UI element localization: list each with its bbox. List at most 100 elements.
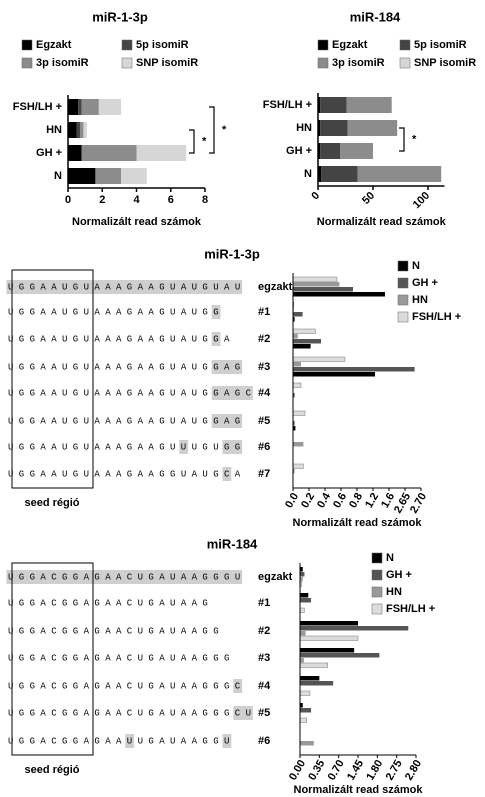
bar-segment — [318, 97, 321, 113]
legend-swatch — [21, 57, 33, 69]
category-label: N — [304, 168, 312, 180]
bar-segment — [68, 99, 79, 115]
row-label: #7 — [258, 468, 270, 480]
row-label: #5 — [258, 707, 270, 719]
bar-segment — [318, 166, 322, 182]
bar-segment — [318, 120, 321, 136]
sequence-highlight — [222, 440, 243, 454]
x-tick-label: 8 — [202, 194, 208, 206]
sequence-highlight — [233, 679, 243, 693]
bar-segment — [320, 143, 340, 159]
sequence-segment: UGGACGGAGAACUGAUAAGGG — [8, 681, 235, 691]
sequence-segment: UGGACGGAGAA — [8, 736, 127, 746]
bar — [293, 292, 385, 297]
bar — [300, 676, 320, 681]
legend-label: 5p isomiR — [136, 39, 189, 51]
bar-segment — [76, 122, 80, 138]
bar — [299, 635, 359, 641]
sequence-segment: UGU — [192, 442, 224, 452]
bar — [293, 393, 295, 398]
sequence-segment: GAGC — [213, 388, 256, 398]
legend-swatch — [121, 57, 133, 69]
x-tick-label: 2.80 — [403, 758, 424, 783]
seed-box — [11, 269, 94, 489]
sequence-segment: UGGACGGAGAACUGAUAAGGG — [8, 708, 235, 718]
sequence-segment: G — [213, 307, 224, 317]
legend-swatch — [371, 552, 383, 564]
legend-label: FSH/LH + — [412, 311, 461, 323]
legend-label: HN — [386, 586, 402, 598]
x-tick-label: 50 — [360, 190, 377, 207]
category-label: HN — [296, 122, 312, 134]
x-tick-label: 2.75 — [384, 758, 405, 783]
row-label: #4 — [258, 680, 271, 692]
legend-label: SNP isomiR — [136, 57, 198, 69]
bar — [300, 648, 355, 653]
sequence-segment: UGGAAUGUAAAGAAGUAUG — [8, 362, 213, 372]
bar-segment — [79, 122, 84, 138]
bar — [293, 317, 295, 322]
sequence-segment: UGGACGGAGAACUGAUAAGG — [8, 626, 224, 636]
x-tick-label: 0.35 — [306, 758, 327, 783]
x-tick-label: 0.2 — [299, 491, 317, 510]
x-tick-label: 0 — [65, 194, 71, 206]
legend-swatch — [397, 294, 409, 306]
sequence-segment: UGGAAUGUAAAGAAGUAUG — [8, 416, 213, 426]
sequence-segment: GAG — [213, 362, 245, 372]
category-label: HN — [46, 124, 62, 136]
bar-segment — [98, 99, 122, 115]
significance-label: * — [412, 133, 417, 145]
row-label: #6 — [258, 735, 270, 747]
x-tick-label: 1.45 — [345, 758, 366, 783]
legend-label: GH + — [412, 277, 438, 289]
legend-label: Egzakt — [36, 39, 72, 51]
bar-segment — [68, 168, 96, 184]
legend-swatch — [397, 277, 409, 289]
sequence-segment: UGGAAUGUAAAGAAGUAUG — [8, 388, 213, 398]
significance-bracket — [209, 106, 215, 154]
sequence-segment: U — [224, 736, 235, 746]
sequence-segment: GG — [224, 442, 246, 452]
row-label: #3 — [258, 652, 270, 664]
chart-title: miR-1-3p — [204, 246, 260, 261]
bar — [292, 382, 302, 388]
bar — [300, 577, 303, 582]
bar — [300, 593, 309, 598]
x-tick-label: 0 — [309, 190, 322, 203]
legend-label: 3p isomiR — [36, 57, 89, 69]
category-label: GH + — [36, 147, 62, 159]
legend-label: SNP isomiR — [414, 57, 476, 69]
legend-swatch — [371, 586, 383, 598]
bar — [292, 276, 338, 282]
category-label: GH + — [286, 145, 312, 157]
bar-segment — [321, 166, 358, 182]
sequence-segment: UGGAAUGUAAAGAAGU — [8, 442, 181, 452]
sequence-segment: UGGACGGAGAACUGAUAAGGG — [8, 653, 235, 663]
x-tick-label: 1.80 — [364, 758, 385, 783]
bar — [292, 463, 304, 469]
bar-segment — [136, 145, 187, 161]
category-label: FSH/LH + — [13, 101, 62, 113]
bar — [299, 717, 307, 723]
significance-label: * — [222, 124, 227, 136]
bar — [300, 572, 305, 577]
bar — [300, 567, 303, 572]
sequence-highlight — [179, 440, 189, 454]
sequence-segment: UGGAAUGUAAAGAAGUAUG — [8, 334, 213, 344]
x-tick-label: 0.4 — [315, 490, 333, 510]
bar — [293, 367, 415, 372]
row-label: #3 — [258, 361, 270, 373]
bar-segment — [320, 97, 347, 113]
row-label: #4 — [258, 387, 271, 399]
bar — [300, 631, 306, 636]
x-axis-label: Normalizált read számok — [72, 216, 202, 228]
x-tick-label: 0.70 — [326, 758, 347, 783]
bar — [299, 690, 311, 696]
bar-segment — [95, 168, 122, 184]
sequence-segment: A — [235, 469, 246, 479]
sequence-highlight — [211, 414, 243, 428]
bar-segment — [357, 166, 442, 182]
legend-swatch — [397, 260, 409, 272]
sequence-segment: C — [235, 681, 246, 691]
